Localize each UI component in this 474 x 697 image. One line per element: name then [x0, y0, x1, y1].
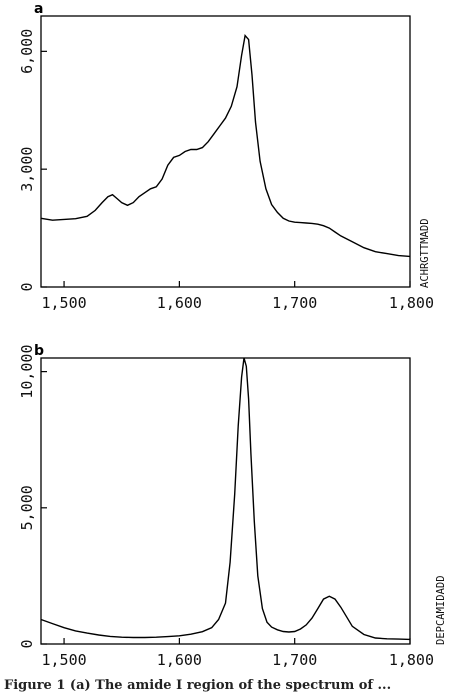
- panel-a-y-tick-label: 3,000: [18, 147, 36, 192]
- panel-a-y-tick-label: 0: [18, 282, 36, 291]
- panel-a-frame: [40, 15, 411, 288]
- panel-b-label: b: [34, 343, 44, 359]
- panel-b-x-tick-label: 1,500: [41, 651, 86, 669]
- panel-a-x-tick-label: 1,700: [272, 294, 317, 312]
- panel-b-series-line: [40, 357, 411, 641]
- panel-b-y-tick-label: 10,000: [18, 345, 36, 399]
- panel-b-x-tick-label: 1,600: [157, 651, 202, 669]
- panel-b-y-tick-label: 0: [18, 639, 36, 648]
- panel-a-y-axis: 0 3,000 6,000: [18, 29, 47, 292]
- panel-a-series-line: [40, 34, 411, 258]
- panel-b-side-label: DEPCAMIDADD: [435, 575, 447, 645]
- panel-a-side-label: ACHRGTTMADD: [419, 218, 431, 288]
- panel-b-x-tick-label: 1,700: [272, 651, 317, 669]
- panel-a-x-tick-label: 1,500: [41, 294, 86, 312]
- panel-a-x-axis: 1,500 1,600 1,700 1,800: [41, 281, 434, 312]
- panel-b-x-tick-label: 1,800: [389, 651, 434, 669]
- panel-a: a 0 3,000 6,000 1,500 1,600 1,700 1,800 ACHRG…: [18, 1, 434, 312]
- panel-b-x-axis: 1,500 1,600 1,700 1,800: [41, 638, 434, 669]
- panel-b: b 0 5,000 10,000 1,500 1,600 1,700 1,800 DEPC…: [18, 343, 447, 669]
- panel-b-y-tick-label: 5,000: [18, 485, 36, 530]
- panel-a-label: a: [34, 1, 43, 17]
- figure-caption: Figure 1 (a) The amide I region of the s…: [4, 678, 392, 693]
- panel-a-x-tick-label: 1,800: [389, 294, 434, 312]
- panel-a-y-tick-label: 6,000: [18, 29, 36, 74]
- panel-b-y-axis: 0 5,000 10,000: [18, 345, 47, 649]
- panel-a-x-tick-label: 1,600: [157, 294, 202, 312]
- panel-b-frame: [40, 357, 411, 645]
